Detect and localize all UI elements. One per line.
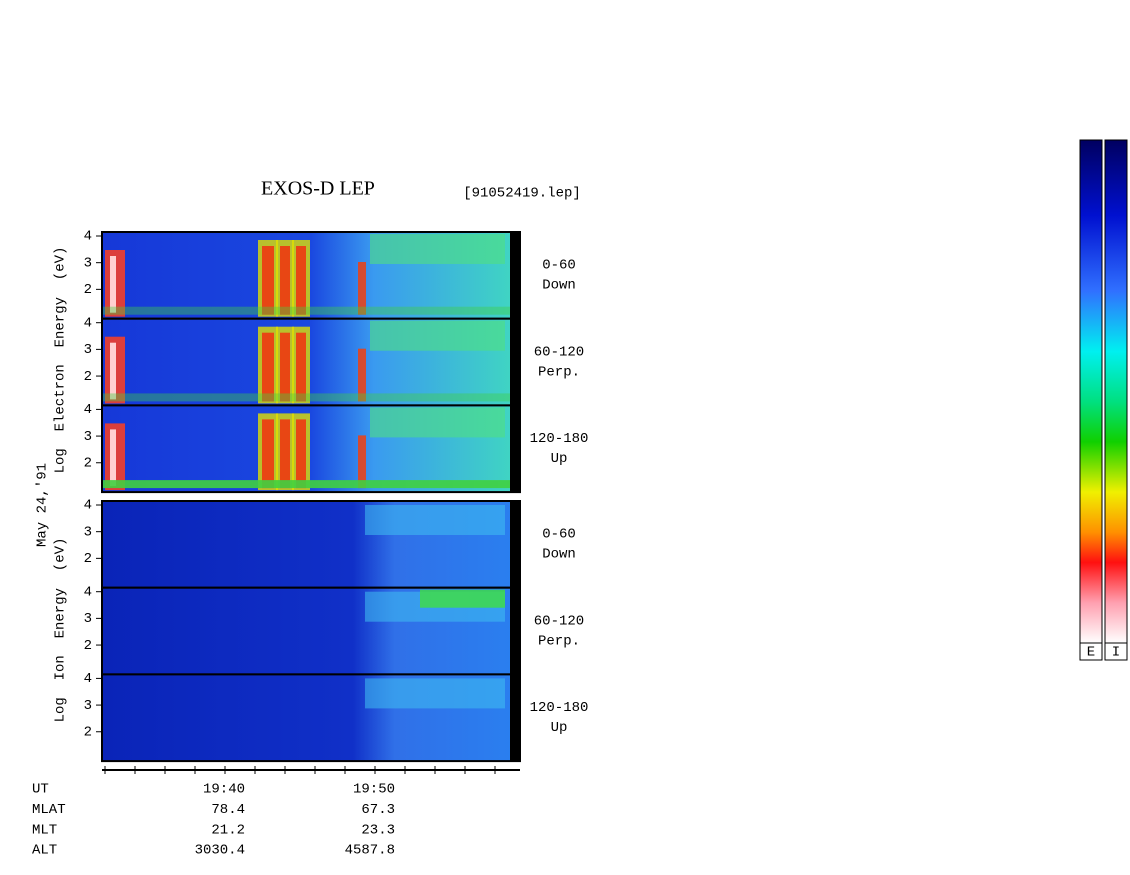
data-gap [510, 318, 520, 406]
panel-label: Perp. [538, 364, 580, 380]
y-tick-label: 3 [84, 611, 92, 627]
orbit-value: 23.3 [361, 822, 395, 838]
orbit-value: 21.2 [211, 822, 245, 838]
spectrogram-band [262, 332, 274, 402]
data-gap [510, 232, 520, 319]
spectrogram-band [102, 306, 520, 315]
spectrogram-band [280, 419, 290, 489]
orbit-value: 78.4 [211, 802, 245, 818]
spectrogram-band [110, 342, 116, 400]
y-tick-label: 3 [84, 698, 92, 714]
y-tick-label: 4 [84, 402, 92, 418]
orbit-value: 19:50 [353, 782, 395, 798]
spectrogram-band [358, 262, 366, 315]
panel-frame [101, 673, 521, 763]
panel-frame [101, 404, 521, 494]
y-tick-label: 4 [84, 498, 92, 514]
file-name: [91052419.lep] [463, 186, 581, 202]
y-tick-label: 2 [84, 724, 92, 740]
title: EXOS-D LEP [261, 178, 375, 200]
y-tick-label: 2 [84, 551, 92, 567]
color-bar-label: E [1087, 645, 1095, 661]
orbit-value: 4587.8 [345, 843, 395, 859]
y-tick-label: 2 [84, 282, 92, 298]
panel-label: Up [551, 720, 568, 736]
data-gap [510, 501, 520, 588]
spectrogram-band [370, 407, 505, 438]
color-bar-label-box [1104, 642, 1128, 661]
color-bar-label-box [1079, 642, 1103, 661]
spectrogram-band [280, 332, 290, 402]
spectrogram-band [358, 348, 366, 402]
data-gap [510, 674, 520, 762]
color-bar [1079, 139, 1103, 644]
data-gap [510, 587, 520, 675]
y-tick-label: 4 [84, 229, 92, 245]
spectrogram-band [102, 393, 520, 402]
spectrogram-band [365, 678, 505, 709]
date: May 24,'91 [35, 463, 51, 547]
data-gap [510, 405, 520, 493]
y-tick-label: 2 [84, 369, 92, 385]
y-tick-label: 3 [84, 524, 92, 540]
spectrogram-band [280, 246, 290, 315]
y-tick-label: 4 [84, 671, 92, 687]
panel-label: 120-180 [530, 700, 589, 716]
color-bar [1104, 139, 1128, 644]
y-tick-label: 3 [84, 342, 92, 358]
color-bar-label: I [1112, 645, 1120, 661]
orbit-value: 19:40 [203, 782, 245, 798]
panel-label: 0-60 [542, 527, 576, 543]
spectrogram-band [110, 256, 116, 313]
panel-label: Down [542, 547, 576, 563]
y-tick-label: 4 [84, 315, 92, 331]
y-tick-label: 3 [84, 429, 92, 445]
y-tick-label: 2 [84, 638, 92, 654]
panel-label: 60-120 [534, 613, 584, 629]
y-tick-label: 2 [84, 455, 92, 471]
spectrogram-band [370, 234, 505, 264]
orbit-row-label: MLT [32, 822, 57, 838]
spectrogram-band [296, 332, 306, 402]
panel-label: Up [551, 451, 568, 467]
spectrogram-band [296, 419, 306, 489]
y-tick-label: 3 [84, 255, 92, 271]
spectrogram-band [102, 480, 520, 489]
panel-label: Perp. [538, 633, 580, 649]
spectrogram-band [370, 320, 505, 351]
panel-label: 0-60 [542, 258, 576, 274]
orbit-row-label: MLAT [32, 802, 66, 818]
orbit-value: 3030.4 [195, 843, 245, 859]
spectrogram-band [262, 419, 274, 489]
spectrogram-band [296, 246, 306, 315]
group-label: Log Electron Energy (eV) [53, 247, 69, 474]
y-tick-label: 4 [84, 584, 92, 600]
group-label: Log Ion Energy (eV) [53, 538, 69, 723]
spectrogram-band [110, 429, 116, 487]
panel-label: Down [542, 278, 576, 294]
panel-label: 60-120 [534, 344, 584, 360]
orbit-row-label: ALT [32, 843, 57, 859]
orbit-row-label: UT [32, 782, 49, 798]
spectrogram-band [420, 589, 505, 608]
spectrogram-band [365, 505, 505, 535]
spectrogram-band [262, 246, 274, 315]
orbit-value: 67.3 [361, 802, 395, 818]
spectrogram-band [358, 435, 366, 489]
panel-label: 120-180 [530, 431, 589, 447]
